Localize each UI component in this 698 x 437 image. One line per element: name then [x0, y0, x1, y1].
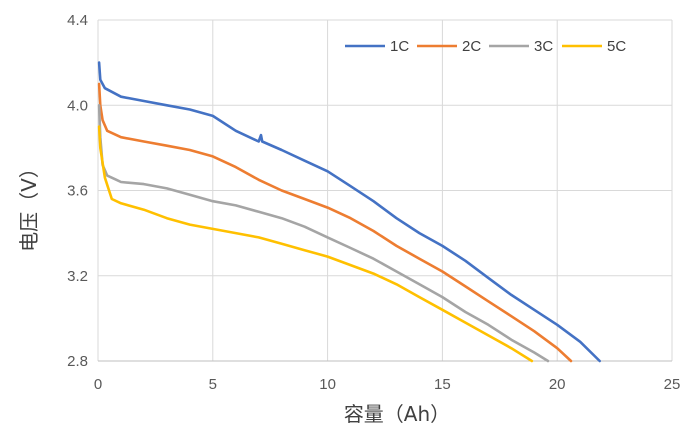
y-axis-label: 电压（V）	[17, 158, 41, 252]
series-line-1c	[97, 61, 601, 363]
y-tick-label: 4.4	[67, 12, 88, 29]
legend: 1C 2C 3C 5C	[345, 38, 626, 55]
grid	[97, 19, 673, 362]
x-tick-label: 15	[434, 376, 451, 393]
series-line-5c	[97, 125, 534, 363]
y-axis-ticks: 2.8 3.2 3.6 4.0 4.4	[67, 12, 88, 370]
y-tick-label: 3.6	[67, 183, 88, 200]
legend-label-2c: 2C	[462, 38, 481, 55]
legend-label-5c: 5C	[607, 38, 626, 55]
y-tick-label: 3.2	[67, 268, 88, 285]
series-line-2c	[97, 82, 573, 363]
series-line-3c	[97, 104, 550, 363]
series-layer	[97, 61, 601, 363]
y-tick-label: 2.8	[67, 353, 88, 370]
legend-label-3c: 3C	[534, 38, 553, 55]
x-tick-label: 20	[549, 376, 566, 393]
y-tick-label: 4.0	[67, 97, 88, 114]
x-axis-ticks: 0 5 10 15 20 25	[94, 376, 681, 393]
x-axis-label: 容量（Ah）	[344, 402, 450, 426]
legend-label-1c: 1C	[390, 38, 409, 55]
x-tick-label: 5	[209, 376, 217, 393]
x-tick-label: 10	[319, 376, 336, 393]
x-tick-label: 25	[664, 376, 681, 393]
x-tick-label: 0	[94, 376, 102, 393]
